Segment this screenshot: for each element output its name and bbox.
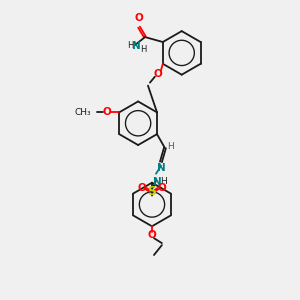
Text: H: H — [160, 177, 167, 186]
Text: N: N — [153, 177, 161, 187]
Text: O: O — [135, 13, 143, 23]
Text: H: H — [167, 142, 174, 151]
Text: H: H — [127, 41, 133, 50]
Text: O: O — [103, 107, 112, 117]
Text: S: S — [148, 185, 157, 198]
Text: O: O — [158, 183, 166, 193]
Text: H: H — [140, 45, 146, 54]
Text: O: O — [148, 230, 156, 240]
Text: O: O — [138, 183, 146, 193]
Text: CH₃: CH₃ — [75, 108, 92, 117]
Text: N: N — [157, 163, 165, 173]
Text: N: N — [132, 41, 140, 51]
Text: O: O — [154, 69, 162, 79]
